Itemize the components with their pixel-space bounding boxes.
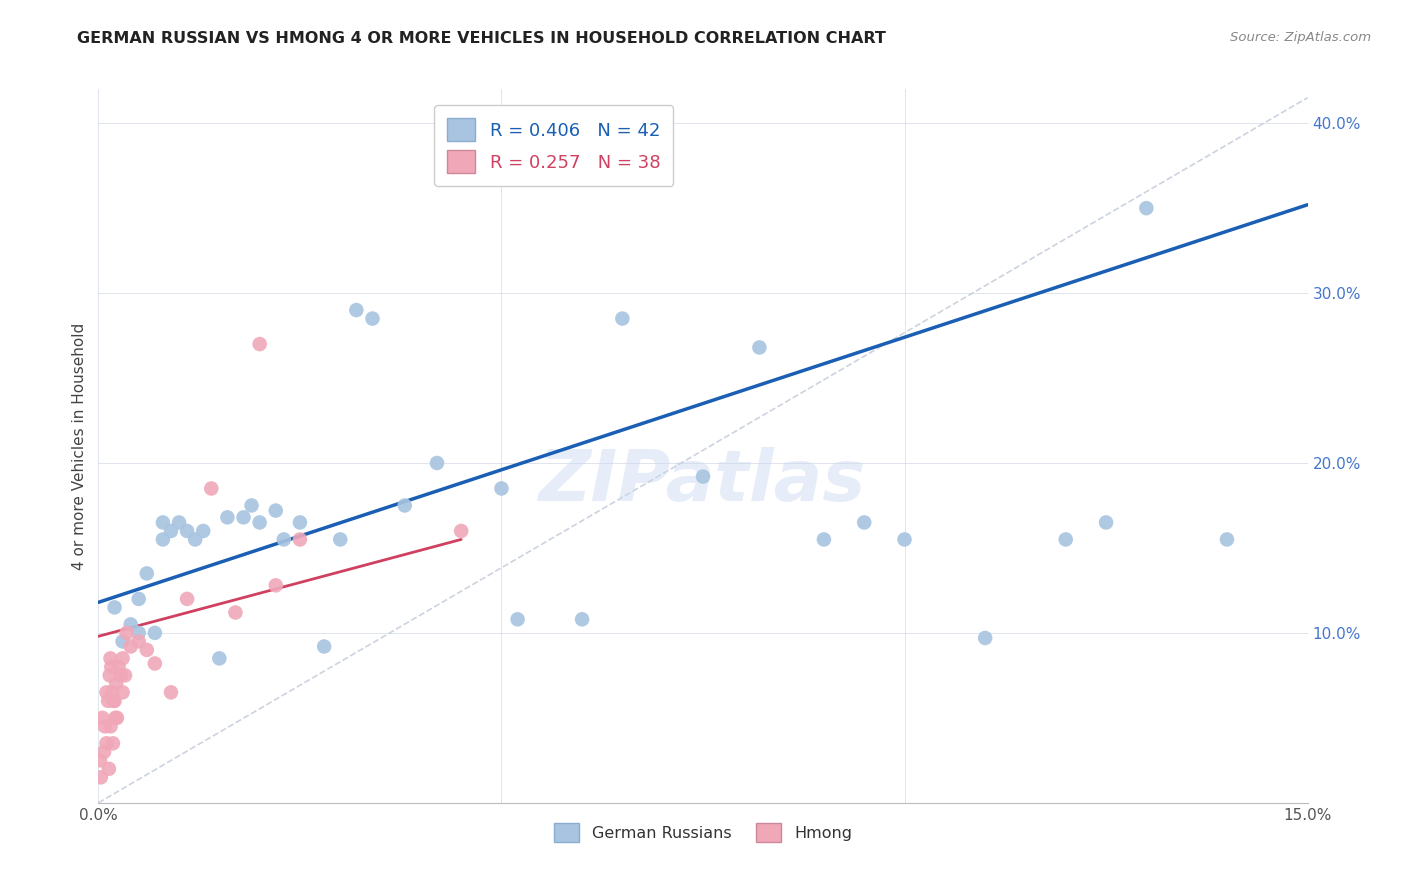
Point: [264, 578, 287, 592]
Point: [1135, 201, 1157, 215]
Legend: German Russians, Hmong: German Russians, Hmong: [547, 817, 859, 848]
Point: [103, 600, 125, 615]
Point: [232, 510, 254, 524]
Point: [114, 668, 136, 682]
Point: [394, 499, 416, 513]
Point: [93, 745, 115, 759]
Point: [329, 533, 352, 547]
Point: [100, 651, 122, 665]
Point: [1095, 516, 1118, 530]
Point: [135, 643, 157, 657]
Point: [128, 626, 150, 640]
Point: [273, 533, 295, 547]
Point: [249, 516, 271, 530]
Point: [104, 711, 127, 725]
Point: [111, 685, 134, 699]
Point: [160, 685, 183, 699]
Point: [101, 685, 124, 699]
Point: [1216, 533, 1239, 547]
Point: [96, 736, 118, 750]
Point: [167, 516, 190, 530]
Text: GERMAN RUSSIAN VS HMONG 4 OR MORE VEHICLES IN HOUSEHOLD CORRELATION CHART: GERMAN RUSSIAN VS HMONG 4 OR MORE VEHICL…: [77, 31, 886, 46]
Point: [450, 524, 472, 538]
Point: [135, 566, 157, 581]
Point: [90, 770, 112, 784]
Point: [111, 634, 134, 648]
Point: [103, 694, 125, 708]
Point: [160, 524, 183, 538]
Point: [143, 626, 166, 640]
Point: [426, 456, 449, 470]
Point: [361, 311, 384, 326]
Point: [200, 482, 222, 496]
Point: [152, 533, 174, 547]
Point: [344, 303, 367, 318]
Point: [692, 469, 714, 483]
Point: [97, 694, 120, 708]
Point: [506, 612, 529, 626]
Point: [314, 640, 336, 654]
Point: [103, 694, 125, 708]
Text: Source: ZipAtlas.com: Source: ZipAtlas.com: [1230, 31, 1371, 45]
Point: [264, 503, 287, 517]
Point: [97, 762, 120, 776]
Point: [98, 668, 121, 682]
Point: [748, 341, 770, 355]
Text: ZIPatlas: ZIPatlas: [540, 447, 866, 516]
Point: [224, 606, 246, 620]
Point: [143, 657, 166, 671]
Point: [115, 626, 138, 640]
Point: [100, 719, 122, 733]
Point: [94, 719, 117, 733]
Point: [110, 668, 132, 682]
Point: [100, 660, 122, 674]
Point: [853, 516, 876, 530]
Point: [208, 651, 231, 665]
Point: [89, 753, 111, 767]
Point: [101, 736, 124, 750]
Point: [107, 660, 129, 674]
Point: [612, 311, 634, 326]
Point: [288, 533, 311, 547]
Point: [176, 524, 198, 538]
Y-axis label: 4 or more Vehicles in Household: 4 or more Vehicles in Household: [72, 322, 87, 570]
Point: [128, 591, 150, 606]
Point: [893, 533, 915, 547]
Point: [152, 516, 174, 530]
Point: [184, 533, 207, 547]
Point: [120, 640, 142, 654]
Point: [249, 337, 271, 351]
Point: [240, 499, 263, 513]
Point: [128, 634, 150, 648]
Point: [813, 533, 835, 547]
Point: [571, 612, 593, 626]
Point: [105, 677, 128, 691]
Point: [1054, 533, 1077, 547]
Point: [217, 510, 239, 524]
Point: [96, 685, 118, 699]
Point: [120, 617, 142, 632]
Point: [974, 631, 997, 645]
Point: [288, 516, 311, 530]
Point: [111, 651, 134, 665]
Point: [91, 711, 114, 725]
Point: [491, 482, 513, 496]
Point: [193, 524, 215, 538]
Point: [105, 711, 128, 725]
Point: [176, 591, 198, 606]
